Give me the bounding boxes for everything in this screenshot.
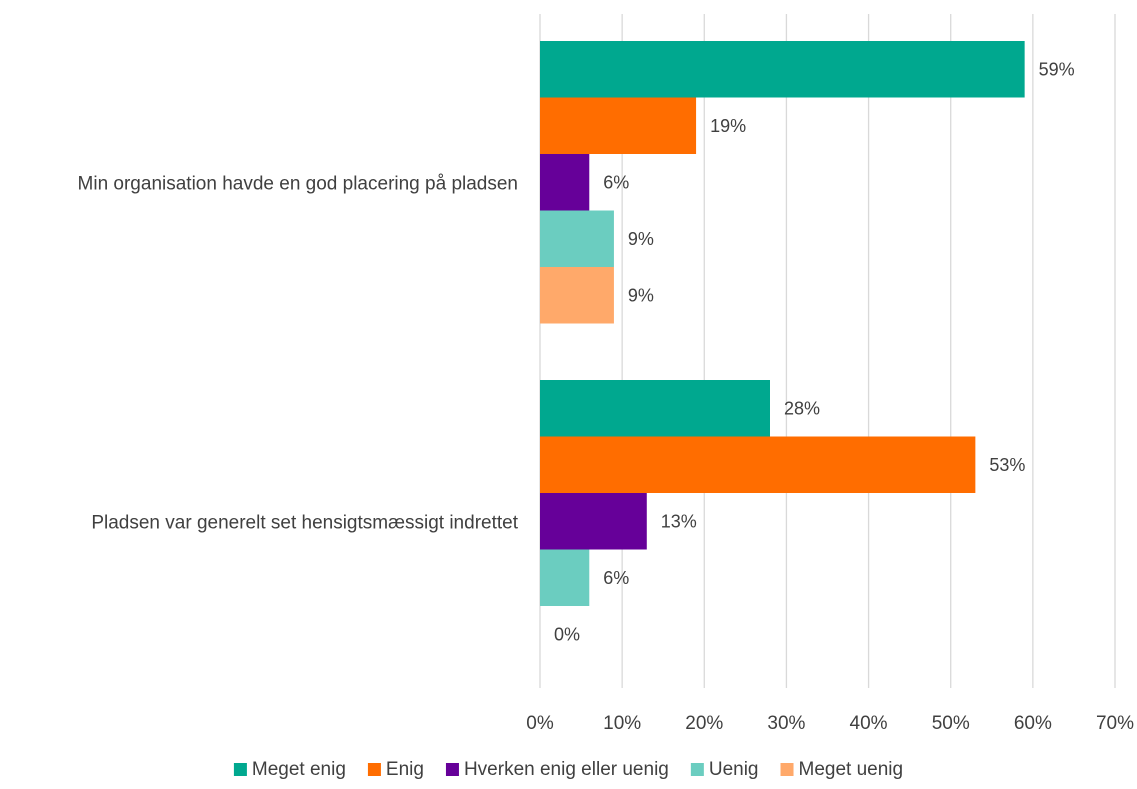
bar-meget-enig-1 [540,41,1025,98]
data-label: 53% [989,455,1025,475]
bar-meget-uenig-1 [540,267,614,324]
legend-swatch-meget-enig [233,763,247,776]
bar-hverken-enig-eller-uenig-1 [540,154,590,211]
legend-swatch-meget-uenig [780,763,794,776]
legend-label: Uenig [709,759,759,780]
data-label: 9% [628,229,654,249]
data-labels: 59% 19% 6% 9% 9% 28% 53% 13% 6% 0% [554,59,1075,644]
data-label: 6% [603,172,629,192]
legend-swatch-uenig [690,763,704,776]
bar-uenig-2 [540,549,590,606]
bar-hverken-enig-eller-uenig-2 [540,493,647,550]
legend-swatch-enig [367,763,381,776]
data-label: 19% [710,116,746,136]
bars [540,41,1025,606]
x-tick-label: 50% [932,713,970,734]
legend-label: Meget uenig [799,759,904,780]
x-tick-label: 60% [1014,713,1052,734]
x-tick-label: 20% [685,713,723,734]
data-label: 9% [628,285,654,305]
x-axis-tick-labels: 0% 10% 20% 30% 40% 50% 60% 70% [526,713,1134,734]
data-label: 28% [784,398,820,418]
bar-enig-1 [540,97,697,154]
legend-swatch-hverken-enig-eller-uenig [445,763,459,776]
legend-label: Enig [386,759,424,780]
bar-meget-enig-2 [540,380,770,437]
data-label: 59% [1039,59,1075,79]
data-label: 13% [661,511,697,531]
category-labels: Min organisation havde en god placering … [78,173,519,533]
legend-label: Hverken enig eller uenig [464,759,669,780]
category-label: Min organisation havde en god placering … [78,173,518,194]
bar-enig-2 [540,436,976,493]
x-tick-label: 0% [526,713,554,734]
x-tick-label: 40% [850,713,888,734]
data-label: 6% [603,568,629,588]
category-label: Pladsen var generelt set hensigtsmæssigt… [91,512,518,533]
legend: Meget enig Enig Hverken enig eller uenig Ue… [233,759,904,780]
bar-uenig-1 [540,210,614,267]
x-tick-label: 70% [1096,713,1134,734]
x-tick-label: 10% [603,713,641,734]
data-label: 0% [554,624,580,644]
legend-label: Meget enig [252,759,346,780]
x-tick-label: 30% [767,713,805,734]
